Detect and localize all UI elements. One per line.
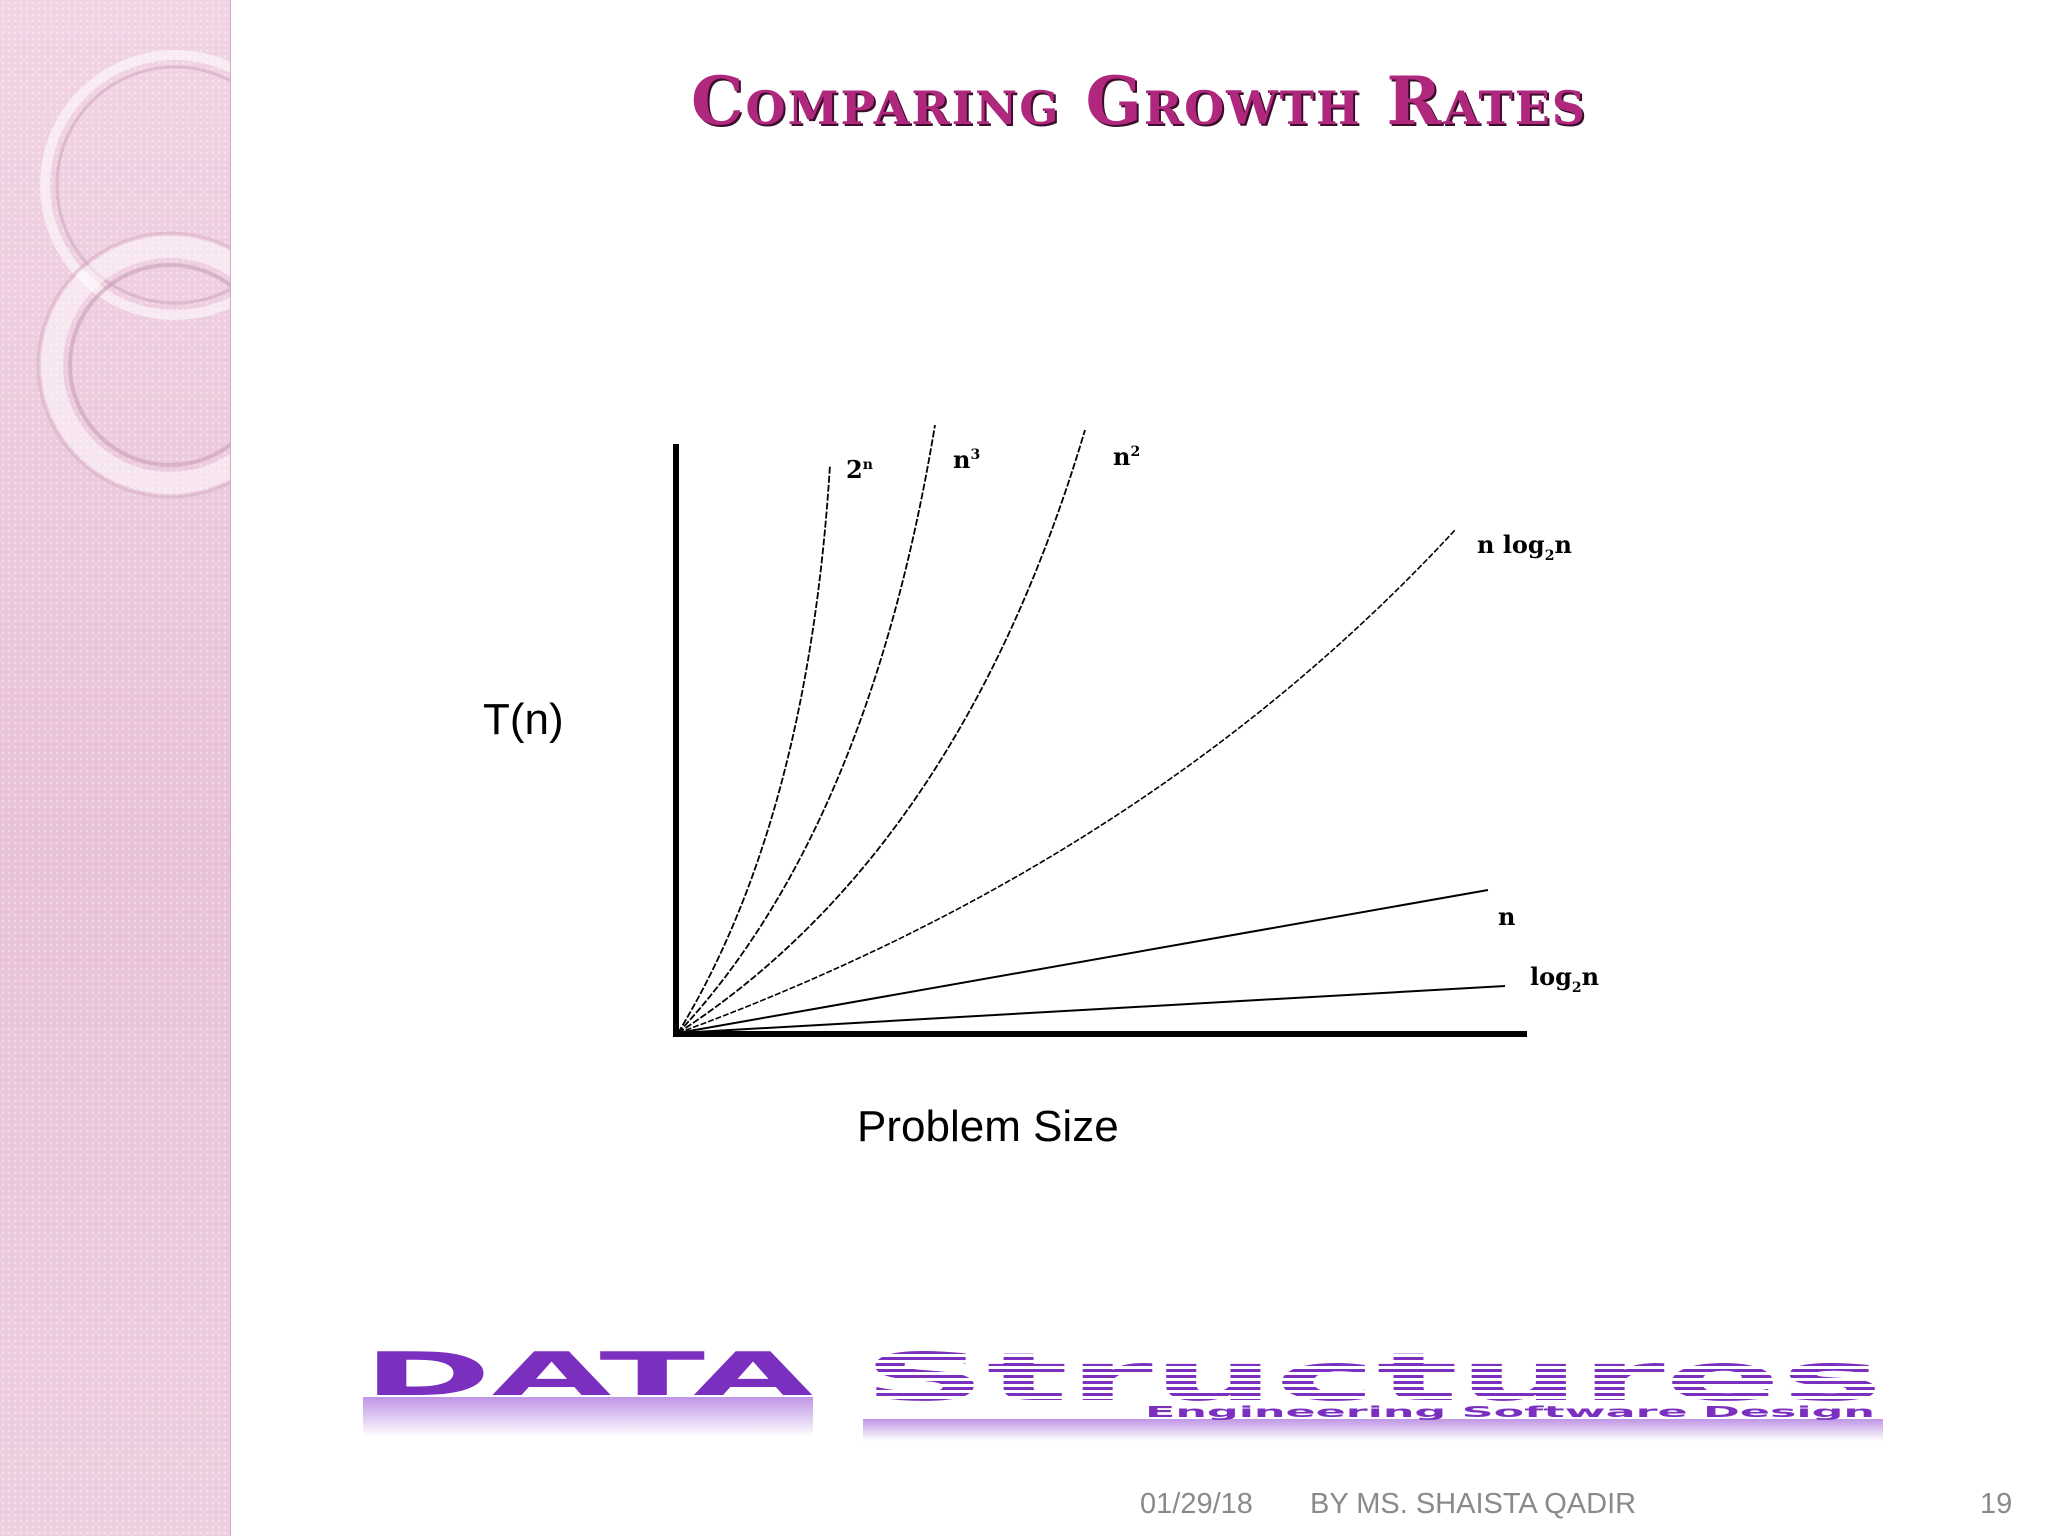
decorative-circles xyxy=(36,50,230,499)
footer-author: BY MS. SHAISTA QADIR xyxy=(1310,1488,1637,1520)
curve-n-log2n xyxy=(677,529,1456,1034)
label-n2: n2 xyxy=(1113,442,1140,471)
curve-log2n xyxy=(677,985,1506,1034)
x-axis-label: Problem Size xyxy=(857,1102,1119,1151)
curve-n2 xyxy=(677,429,1086,1034)
label-n3: n3 xyxy=(953,445,980,474)
label-2n: 2n xyxy=(846,455,873,484)
page-number: 19 xyxy=(1980,1488,2013,1520)
curve-2n xyxy=(677,464,831,1034)
curve-n3 xyxy=(677,424,936,1034)
label-log2n: log2n xyxy=(1530,962,1599,996)
banner-tagline: Engineering Software Design xyxy=(1145,1403,1875,1421)
y-axis-label: T(n) xyxy=(483,695,564,744)
footer-date: 01/29/18 xyxy=(1140,1488,1253,1520)
data-structures-banner: DATA Structures Engineering Software Des… xyxy=(363,1345,1883,1441)
label-n-log2n: n log2n xyxy=(1477,530,1572,564)
slide-title: Comparing Growth Rates xyxy=(690,62,1588,140)
decorative-side-panel xyxy=(0,0,231,1536)
label-n: n xyxy=(1498,902,1515,931)
banner-word-structures: Structures xyxy=(863,1345,1883,1416)
curve-n xyxy=(677,889,1489,1034)
